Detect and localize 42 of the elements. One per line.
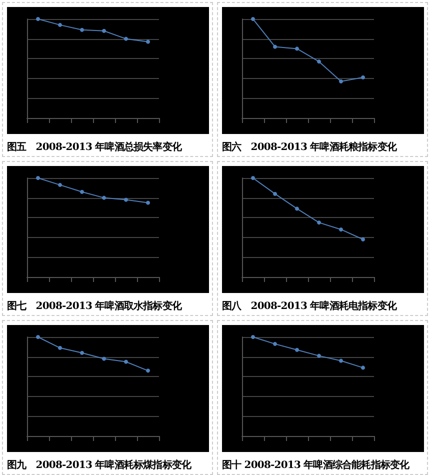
point: [80, 350, 84, 355]
point: [273, 342, 277, 346]
point: [317, 220, 321, 225]
point: [36, 176, 40, 180]
point: [251, 176, 255, 180]
text: 图九 2008-2013 年啤酒耗标煤指标变化: [7, 458, 192, 472]
point: [58, 346, 62, 350]
point: [339, 358, 343, 363]
point: [146, 200, 150, 205]
point: [36, 335, 40, 339]
point: [295, 206, 299, 211]
point: [361, 75, 365, 80]
text: 图五 2008-2013 年啤酒总损失率变化: [7, 140, 183, 154]
point: [251, 17, 255, 21]
point: [251, 335, 255, 339]
point: [36, 17, 40, 21]
point: [80, 190, 84, 194]
point: [273, 44, 277, 49]
point: [102, 28, 106, 33]
point: [295, 348, 299, 352]
point: [339, 79, 343, 84]
point: [58, 182, 62, 187]
text: 图八 2008-2013 年啤酒耗电指标变化: [222, 299, 398, 313]
point: [317, 60, 321, 64]
text: 图七 2008-2013 年啤酒取水指标变化: [7, 299, 183, 313]
point: [124, 360, 128, 364]
text: 图十 2008-2013 年啤酒综合能耗指标变化: [222, 458, 410, 472]
point: [80, 28, 84, 32]
point: [317, 354, 321, 358]
point: [102, 356, 106, 361]
point: [102, 196, 106, 200]
point: [146, 368, 150, 373]
point: [361, 237, 365, 242]
point: [361, 366, 365, 370]
point: [58, 22, 62, 27]
text: 图六 2008-2013 年啤酒耗粮指标变化: [222, 140, 398, 154]
point: [273, 192, 277, 196]
point: [124, 36, 128, 41]
point: [295, 46, 299, 51]
point: [124, 198, 128, 202]
point: [339, 227, 343, 232]
point: [146, 40, 150, 44]
